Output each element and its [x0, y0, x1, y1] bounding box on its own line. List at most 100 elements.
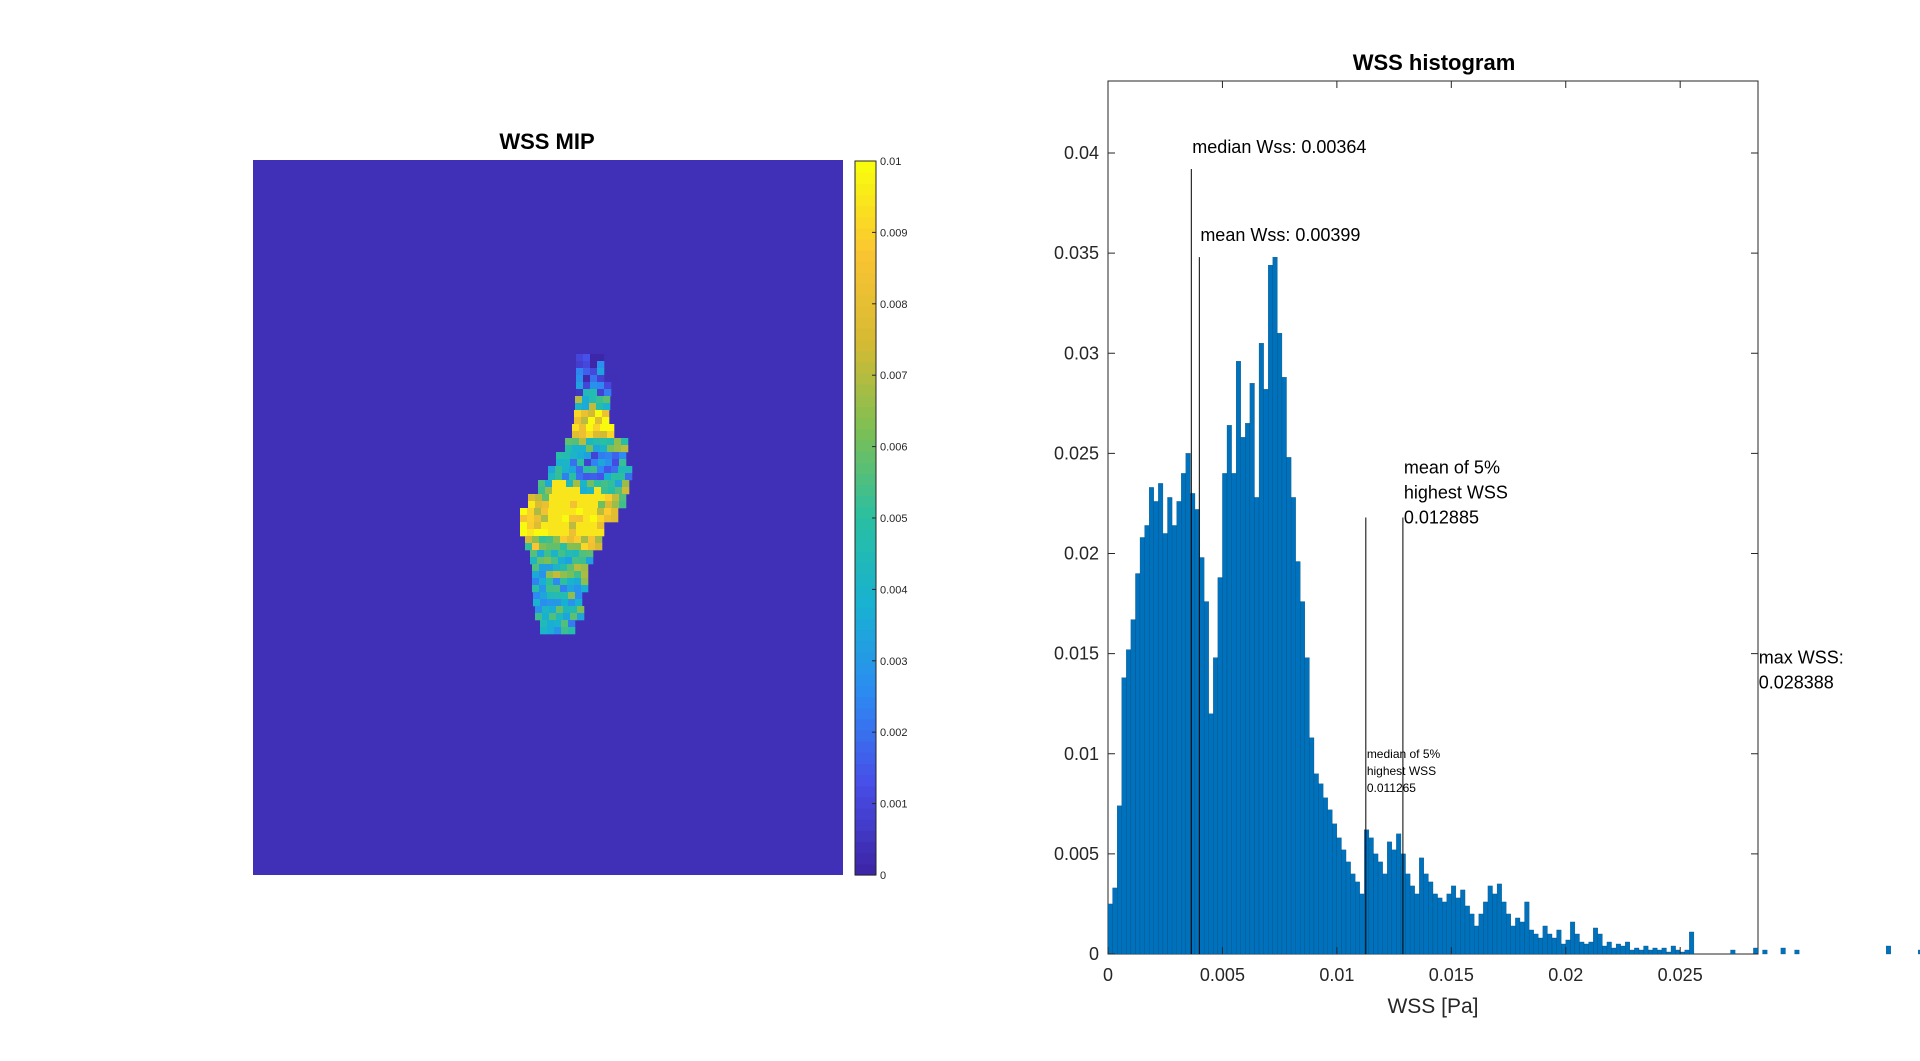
mip-pixel	[596, 396, 604, 404]
mip-pixel	[532, 543, 540, 551]
mip-pixel	[568, 620, 576, 628]
histogram-bar	[1615, 943, 1621, 955]
mip-pixel	[555, 508, 563, 516]
mip-pixel	[586, 438, 594, 446]
histogram-bar	[1918, 949, 1920, 955]
mip-pixel	[604, 389, 612, 397]
colorbar-segment	[855, 361, 876, 374]
mip-pixel	[602, 410, 610, 418]
mip-pixel	[533, 592, 541, 600]
colorbar-segment	[855, 395, 876, 408]
mip-pixel	[539, 564, 547, 572]
histogram-bar	[1561, 943, 1566, 955]
histogram-bar	[1794, 949, 1800, 955]
mip-pixel	[540, 620, 548, 628]
histogram-bar	[1680, 951, 1685, 955]
mip-pixel	[539, 536, 547, 544]
mip-pixel	[562, 473, 570, 481]
histogram-bar	[1345, 861, 1351, 955]
mip-pixel	[584, 501, 592, 509]
mip-pixel	[572, 550, 580, 558]
mip-pixel	[527, 529, 535, 537]
mip-pixel	[558, 550, 566, 558]
mip-pixel	[552, 480, 560, 488]
mip-pixel	[597, 389, 605, 397]
histogram-bar	[1551, 937, 1557, 955]
histogram-bar	[1203, 601, 1209, 955]
histogram-bar	[1666, 951, 1672, 955]
mip-pixel	[590, 354, 598, 362]
mip-pixel	[579, 438, 587, 446]
colorbar-segment	[855, 629, 876, 642]
colorbar-segment	[855, 484, 876, 497]
mip-pixel	[619, 501, 627, 509]
mip-pixel	[622, 480, 630, 488]
histogram-bar	[1565, 939, 1571, 955]
y-tick-label: 0.03	[1064, 343, 1099, 363]
histogram-bar	[1652, 947, 1658, 955]
colorbar-ticks: 0 0.001 0.002 0.003 0.004 0.005 0.006 0.007 0.00…	[872, 156, 908, 882]
histogram-bar	[1126, 649, 1132, 955]
mip-pixel	[584, 459, 592, 467]
mip-pixel	[570, 613, 578, 621]
mip-pixel	[597, 529, 605, 537]
mip-pixel	[572, 557, 580, 565]
mip-pixel	[575, 592, 583, 600]
mip-pixel	[569, 515, 577, 523]
histogram-bar	[1464, 905, 1470, 955]
mip-pixel	[593, 438, 601, 446]
mip-pixel	[563, 501, 571, 509]
colorbar-segment	[855, 506, 876, 519]
mip-pixel	[546, 536, 554, 544]
mip-pixel	[600, 438, 608, 446]
mip-pixel	[567, 536, 575, 544]
mip-pixel	[587, 487, 595, 495]
histogram-bar	[1112, 887, 1118, 955]
mip-pixel	[588, 536, 596, 544]
mip-pixel	[561, 620, 569, 628]
mip-pixel	[563, 606, 571, 614]
mip-pixel	[586, 557, 594, 565]
histogram-bar	[1634, 947, 1640, 955]
mip-pixel	[530, 557, 538, 565]
mip-pixel	[597, 515, 605, 523]
mip-pixel	[568, 627, 576, 635]
mip-pixel	[583, 375, 591, 383]
mip-pixel	[565, 445, 573, 453]
mip-pixel	[583, 522, 591, 530]
histogram-bar	[1364, 829, 1370, 955]
mip-pixel	[535, 606, 543, 614]
x-tick-label: 0.025	[1658, 965, 1703, 985]
mip-pixel	[595, 410, 603, 418]
mip-pixel	[581, 564, 589, 572]
colorbar-segment	[855, 618, 876, 631]
mip-pixel	[567, 585, 575, 593]
mip-pixel	[577, 452, 585, 460]
histogram-bar	[1730, 949, 1736, 955]
mip-pixel	[607, 431, 615, 439]
mip-pixel	[563, 452, 571, 460]
mip-pixel	[607, 424, 615, 432]
mip-pixel	[604, 382, 612, 390]
histogram-bar	[1524, 901, 1530, 955]
mip-pixel	[622, 487, 630, 495]
mip-pixel	[554, 599, 562, 607]
colorbar-segment	[855, 584, 876, 597]
histogram-bar	[1263, 389, 1269, 955]
mip-pixel	[581, 571, 589, 579]
histogram-bar	[1167, 497, 1173, 955]
mip-pixel	[579, 550, 587, 558]
histogram-bar	[1496, 883, 1502, 955]
histogram-bar	[1318, 783, 1324, 955]
mip-pixel	[549, 501, 557, 509]
histogram-bar	[1222, 473, 1228, 955]
mip-pixel	[527, 515, 535, 523]
histogram-bar	[1547, 933, 1553, 955]
mip-pixel	[583, 466, 591, 474]
colorbar-segment	[855, 439, 876, 452]
mip-pixel	[576, 354, 584, 362]
mip-pixel	[574, 585, 582, 593]
histogram-bar	[1295, 561, 1301, 955]
histogram-bar	[1350, 873, 1356, 955]
